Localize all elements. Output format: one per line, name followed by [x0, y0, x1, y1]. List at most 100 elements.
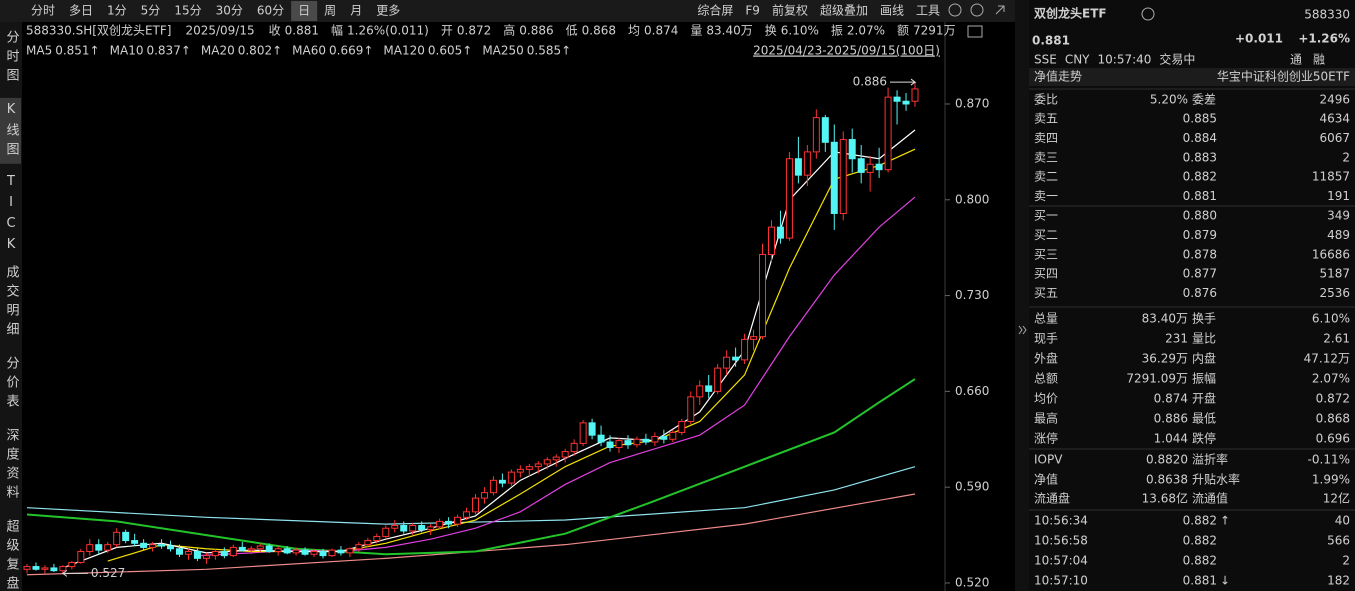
timeframe-tab[interactable]: 周: [324, 4, 336, 18]
stat-value: 0.872: [1316, 392, 1350, 406]
trade-volume: 182: [1327, 574, 1350, 588]
timeframe-tab[interactable]: 更多: [376, 4, 400, 18]
candle-body: [41, 567, 49, 570]
side-tab[interactable]: 超级复盘: [4, 519, 20, 591]
stat-value: 1.044: [1154, 432, 1188, 446]
timeframe-tab[interactable]: 日: [298, 4, 310, 18]
timeframe-tab[interactable]: 30分: [216, 4, 243, 18]
stat-value: 231: [1165, 332, 1188, 346]
trade-time: 10:57:10: [1034, 574, 1088, 588]
candle-body: [346, 548, 354, 554]
side-tab[interactable]: TICK: [4, 174, 19, 258]
timeframe-tab[interactable]: 1分: [107, 4, 127, 18]
stat-label: 跌停: [1192, 431, 1216, 446]
side-tab[interactable]: K线图: [4, 102, 20, 161]
candle-body: [750, 336, 758, 340]
y-tick-label: 0.520: [955, 575, 989, 589]
level-label: 买五: [1034, 286, 1058, 300]
book-value: 2496: [1319, 93, 1350, 107]
tool-button[interactable]: F9: [745, 4, 760, 18]
y-tick-label: 0.870: [955, 96, 989, 110]
trade-price: 0.882: [1183, 554, 1217, 568]
timeframe-tab[interactable]: 分时: [31, 4, 55, 18]
timeframe-tab[interactable]: 月: [350, 4, 362, 18]
candle-body: [669, 431, 677, 440]
timeframe-tab[interactable]: 15分: [174, 4, 201, 18]
candle-body: [911, 88, 919, 102]
level-label: 卖四: [1034, 131, 1058, 145]
toolbar-icons[interactable]: [948, 3, 1005, 17]
level-volume: 489: [1327, 228, 1350, 242]
candle-body: [167, 545, 175, 550]
level-price: 0.878: [1183, 247, 1217, 261]
candle-body: [436, 520, 444, 528]
trade-volume: 40: [1335, 514, 1350, 528]
candle-body: [552, 456, 560, 461]
ma-legend-name: MA5: [26, 44, 52, 58]
candle-body: [283, 548, 291, 554]
nav-tab[interactable]: 净值走势: [1034, 69, 1082, 84]
date-range: 2025/04/23-2025/09/15(100日): [753, 44, 940, 58]
candle-body: [454, 516, 462, 525]
level-price: 0.879: [1183, 228, 1217, 242]
timeframe-tab[interactable]: 5分: [141, 4, 161, 18]
candle-body: [158, 544, 166, 547]
candle-body: [642, 438, 650, 443]
candle-body: [238, 546, 246, 551]
candle-body: [525, 466, 533, 470]
info-value: 83.40万: [706, 24, 752, 38]
level-price: 0.877: [1183, 267, 1217, 281]
quote-panel: [1029, 0, 1355, 591]
side-tab[interactable]: 分价表: [4, 356, 20, 413]
level-volume: 2536: [1319, 286, 1350, 300]
info-icon[interactable]: [1141, 7, 1155, 21]
tool-button[interactable]: 超级叠加: [820, 3, 868, 18]
info-label: 额: [897, 24, 909, 38]
candle-body: [400, 524, 408, 532]
side-tab[interactable]: 深度资料: [4, 428, 20, 504]
stat-label: 总额: [1034, 372, 1058, 386]
trade-arrow: ↓: [1220, 574, 1230, 588]
tool-button[interactable]: 前复权: [772, 3, 808, 18]
candle-body: [418, 524, 426, 531]
annotation-label: 0.527: [91, 566, 125, 580]
candle-body: [59, 566, 67, 572]
timeframe-tab[interactable]: 60分: [257, 4, 284, 18]
side-tab[interactable]: 成交明细: [4, 265, 20, 341]
stat-value: 0.868: [1316, 412, 1350, 426]
tool-button[interactable]: 综合屏: [697, 3, 733, 18]
stat-label: 流通值: [1192, 491, 1228, 506]
info-label: 开: [441, 24, 453, 38]
change-pct: +1.26%: [1298, 32, 1350, 46]
tool-button[interactable]: 工具: [916, 4, 940, 18]
tool-button[interactable]: 画线: [880, 4, 904, 18]
candle-body: [274, 548, 282, 553]
candle-body: [77, 551, 85, 563]
timeframe-tab[interactable]: 多日: [69, 4, 93, 18]
level-label: 买四: [1034, 267, 1058, 281]
side-tab[interactable]: 分时图: [4, 30, 20, 87]
candle-body: [633, 438, 641, 446]
y-tick-label: 0.590: [955, 480, 989, 494]
last-price: 0.881: [1032, 34, 1070, 48]
book-label: 委差: [1192, 93, 1216, 107]
candle-body: [839, 139, 847, 214]
level-price: 0.876: [1183, 286, 1217, 300]
level-label: 卖三: [1034, 150, 1058, 164]
candle-body: [122, 531, 130, 542]
candle-body: [741, 338, 749, 361]
badge: 通: [1290, 53, 1302, 67]
candle-body: [723, 356, 731, 369]
info-label: 高: [503, 23, 515, 38]
window-icon[interactable]: [967, 25, 983, 38]
candle-body: [445, 520, 453, 525]
level-volume: 5187: [1319, 267, 1350, 281]
stat-value: 1.99%: [1312, 473, 1350, 487]
stat-label: 升贴水率: [1192, 472, 1240, 487]
candle-body: [776, 226, 784, 239]
toolbar-bg: [0, 0, 1015, 22]
collapse-icon[interactable]: [1018, 325, 1027, 335]
level-price: 0.885: [1183, 112, 1217, 126]
trade-price: 0.881: [1183, 574, 1217, 588]
